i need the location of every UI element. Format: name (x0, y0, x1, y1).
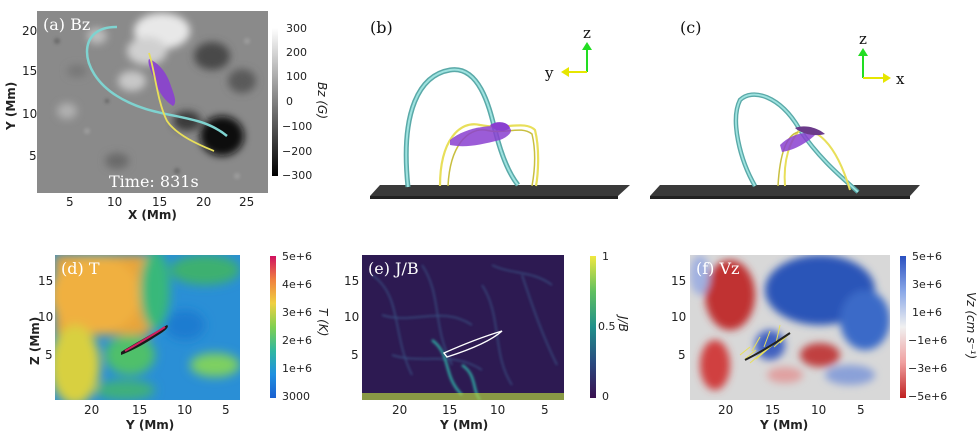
colorbar-tick: 1e+6 (912, 306, 942, 319)
colorbar-title: T (K) (316, 308, 330, 337)
colorbar-tick: 0.5 (598, 320, 616, 333)
colorbar-tick: 5e+6 (912, 250, 942, 263)
xtick: 10 (811, 403, 827, 417)
colorbar-tick: −200 (282, 145, 313, 158)
xtick: 15 (442, 403, 458, 417)
ytick: 5 (29, 149, 37, 163)
colorbar-tick: 3e+6 (282, 306, 312, 319)
3d-fieldlines-view-c (650, 48, 920, 199)
xtick: 5 (66, 195, 74, 209)
xtick: 20 (392, 403, 408, 417)
bz-colorbar (272, 28, 278, 176)
ytick: 10 (344, 310, 360, 324)
colorbar-tick: 200 (286, 46, 307, 59)
xtick: 20 (196, 195, 212, 209)
current-sheet-3d (450, 122, 512, 147)
x-axis-label: Y (Mm) (126, 418, 175, 432)
fieldline-cyan (85, 25, 228, 137)
current-density-map: (e) J/B (362, 255, 564, 400)
temperature-map: (d) T (55, 255, 240, 400)
3d-fieldlines-view-b (370, 42, 630, 199)
colorbar-tick: 300 (286, 22, 307, 35)
panel-a: Time: 831s (a) Bz 20 15 10 5 Y (Mm) 5 10… (0, 0, 330, 222)
xtick: 5 (222, 403, 230, 417)
vz-image (690, 255, 890, 400)
x-axis-label: Y (Mm) (760, 418, 809, 432)
y-axis-label: Z (Mm) (28, 316, 42, 365)
ytick: 20 (22, 24, 38, 38)
temperature-image (55, 255, 240, 400)
ytick: 10 (671, 310, 687, 324)
ytick: 5 (351, 348, 359, 362)
xtick: 10 (490, 403, 506, 417)
colorbar-tick: 1e+6 (282, 362, 312, 375)
ytick: 15 (671, 274, 687, 288)
colorbar-tick: 2e+6 (282, 334, 312, 347)
axis-y-label: y (545, 64, 554, 82)
xtick: 10 (107, 195, 123, 209)
xtick: 20 (84, 403, 100, 417)
panel-c: (c) z x (640, 0, 960, 220)
colorbar-tick: 1 (602, 250, 609, 263)
time-label: Time: 831s (109, 172, 199, 191)
colorbar-tick: 0 (286, 95, 293, 108)
xtick: 15 (152, 195, 168, 209)
panel-d: (d) T 15 10 5 Z (Mm) 20 15 10 5 Y (Mm) 5… (0, 240, 330, 447)
panel-e: (e) J/B 15 10 5 20 15 10 5 Y (Mm) 1 0.5 … (340, 240, 640, 447)
colorbar-tick: −100 (282, 120, 313, 133)
colorbar-tick: −1e+6 (908, 334, 948, 347)
current-sheet-patch (148, 59, 176, 106)
panel-label-d: (d) T (61, 259, 100, 278)
ytick: 5 (678, 348, 686, 362)
panel-b: (b) z y (340, 0, 640, 220)
colorbar-tick: −300 (282, 169, 313, 182)
ytick: 10 (22, 107, 38, 121)
ytick: 15 (38, 274, 54, 288)
ytick: 10 (38, 310, 54, 324)
colorbar-title: J/B (616, 316, 630, 332)
colorbar-tick: −5e+6 (908, 390, 948, 403)
panel-label-c: (c) (680, 18, 702, 37)
x-axis-label: X (Mm) (128, 208, 177, 222)
colorbar-tick: 5e+6 (282, 250, 312, 263)
ytick: 15 (22, 64, 38, 78)
xtick: 15 (765, 403, 781, 417)
colorbar-tick: 100 (286, 70, 307, 83)
vz-colorbar (900, 256, 906, 398)
xtick: 5 (857, 403, 865, 417)
panel-label-f: (f) Vz (696, 259, 740, 278)
y-axis-label: Y (Mm) (4, 81, 18, 130)
jb-colorbar (590, 256, 596, 398)
temperature-colorbar (270, 256, 276, 398)
ytick: 15 (344, 274, 360, 288)
colorbar-tick: 0 (602, 390, 609, 403)
xtick: 5 (541, 403, 549, 417)
current-sheet-3d (780, 126, 825, 152)
panel-f: (f) Vz 15 10 5 20 15 10 5 Y (Mm) 5e+6 3e… (660, 240, 980, 447)
colorbar-tick: 3000 (282, 390, 310, 403)
panel-label-a: (a) Bz (43, 15, 91, 34)
panel-label-e: (e) J/B (368, 259, 419, 278)
current-density-image (362, 255, 564, 400)
colorbar-tick: 4e+6 (282, 278, 312, 291)
colorbar-title: Bz (G) (315, 82, 329, 120)
xtick: 10 (177, 403, 193, 417)
xtick: 15 (132, 403, 148, 417)
x-axis-label: Y (Mm) (440, 418, 489, 432)
vz-map: (f) Vz (690, 255, 890, 400)
axis-z-label: z (583, 24, 591, 42)
bz-map-image: Time: 831s (37, 11, 268, 193)
ytick: 5 (45, 348, 53, 362)
axis-z-label: z (859, 30, 867, 48)
colorbar-tick: 3e+6 (912, 278, 942, 291)
colorbar-title: Vz (cm s⁻¹) (964, 292, 978, 360)
fieldline-yellow (148, 52, 215, 152)
bz-magnetogram: Time: 831s (a) Bz (37, 11, 268, 193)
colorbar-tick: −3e+6 (908, 362, 948, 375)
panel-label-b: (b) (370, 18, 393, 37)
axis-x-label: x (896, 70, 905, 88)
current-sheet-outline (442, 330, 503, 358)
xtick: 25 (239, 195, 255, 209)
xtick: 20 (718, 403, 734, 417)
